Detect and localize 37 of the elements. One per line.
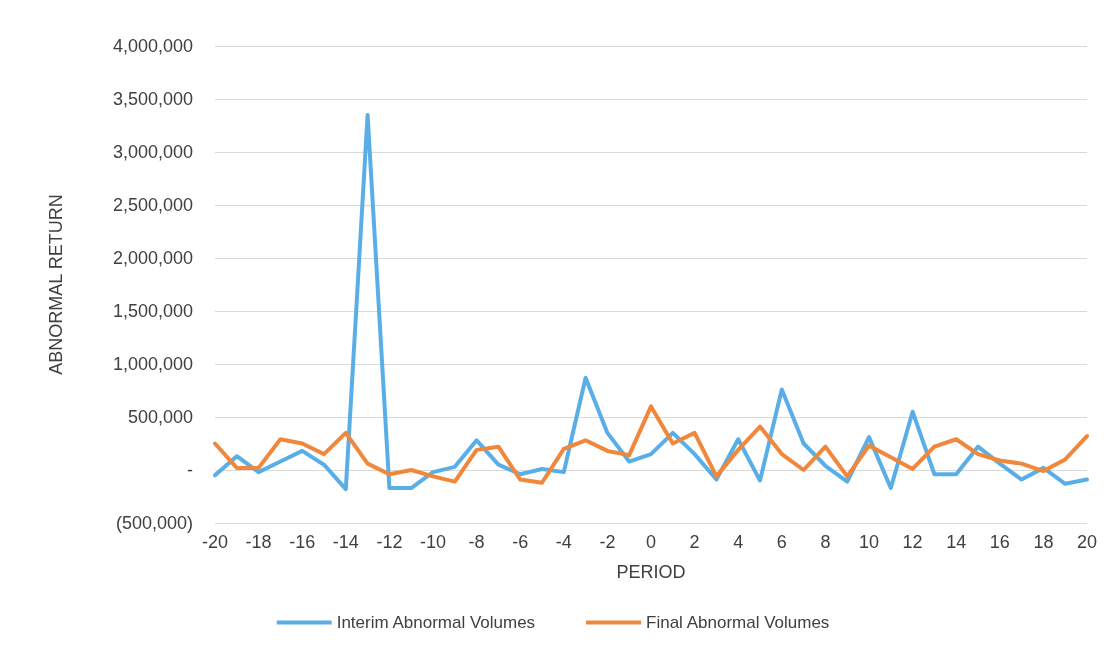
x-axis-title: PERIOD <box>616 562 686 582</box>
y-tick-label: 3,000,000 <box>112 142 193 162</box>
x-tick-label: -10 <box>419 532 447 552</box>
y-tick-label: 2,500,000 <box>112 195 193 215</box>
x-tick-label: 4 <box>733 532 744 552</box>
y-axis-title: ABNORMAL RETURN <box>46 194 66 375</box>
legend-label: Final Abnormal Volumes <box>646 613 830 632</box>
x-tick-label: 8 <box>820 532 831 552</box>
y-tick-label: 2,000,000 <box>112 248 193 268</box>
x-tick-label: 12 <box>902 532 923 552</box>
y-tick-label: 3,500,000 <box>112 89 193 109</box>
y-tick-label: 1,500,000 <box>112 301 193 321</box>
x-tick-label: 16 <box>989 532 1010 552</box>
x-tick-label: -8 <box>468 532 485 552</box>
x-tick-label: 6 <box>776 532 787 552</box>
x-tick-label: 2 <box>689 532 700 552</box>
x-tick-label: -6 <box>512 532 529 552</box>
x-tick-label: 18 <box>1033 532 1054 552</box>
x-tick-label: 14 <box>946 532 967 552</box>
x-tick-label: 10 <box>858 532 880 552</box>
x-tick-label: -12 <box>376 532 403 552</box>
y-tick-label: 4,000,000 <box>112 36 193 56</box>
line-series <box>213 112 1089 492</box>
x-tick-label: -20 <box>201 532 229 552</box>
y-tick-label: - <box>187 460 193 480</box>
x-tick-label: -18 <box>245 532 272 552</box>
x-tick-label: -14 <box>332 532 359 552</box>
x-tick-label: 0 <box>645 532 657 552</box>
y-tick-label: 500,000 <box>127 407 193 427</box>
x-tick-label: -2 <box>599 532 616 552</box>
y-tick-label: 1,000,000 <box>112 354 193 374</box>
line-series <box>213 404 1089 485</box>
y-tick-label: (500,000) <box>115 513 193 533</box>
legend-label: Interim Abnormal Volumes <box>336 613 536 632</box>
x-tick-label: -4 <box>555 532 572 552</box>
x-tick-label: 20 <box>1076 532 1098 552</box>
x-tick-label: -16 <box>289 532 316 552</box>
